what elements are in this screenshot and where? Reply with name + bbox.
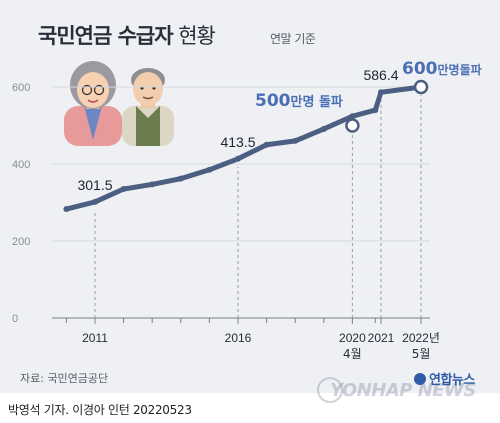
data-point [120,186,127,193]
data-label: 413.5 [220,134,255,150]
x-tick-sublabel: 5월 [412,347,431,361]
data-point [378,89,384,96]
title-suffix: 현황 [172,24,216,48]
milestone-label: 600만명돌파 [402,59,482,79]
title-main: 국민연금 수급자 [38,24,174,48]
x-tick-label: 2020 [339,331,366,345]
chart-subtitle: 연말 기준 [270,32,316,46]
data-label: 301.5 [77,177,112,193]
y-tick-label: 200 [12,236,30,248]
y-tick-label: 600 [12,82,30,94]
y-tick-label: 0 [12,313,18,325]
data-point [349,113,356,120]
line-chart: 0 200 400 600 2011 2016 2020 4월 2021 2022년 5월 301… [12,59,482,361]
x-tick-label: 2016 [225,331,252,345]
data-label: 586.4 [363,67,398,83]
milestone-label: 500만명 돌파 [255,91,343,111]
milestone-marker [413,79,429,95]
y-tick-label: 400 [12,159,30,171]
milestone-marker [345,118,360,133]
chart-title: 국민연금 수급자 현황 [38,20,216,50]
data-point [206,166,213,173]
data-point [320,125,327,132]
x-tick-label: 2021 [368,331,395,345]
data-point [63,206,70,213]
data-point [292,137,299,144]
series-line [63,84,424,212]
yonhap-logo-icon [414,373,426,385]
logo-text: 연합뉴스 [429,373,475,388]
data-point [92,198,98,205]
data-point [235,155,241,162]
x-tick-sublabel: 4월 [343,347,362,361]
credit-line: 박영석 기자. 이경아 인턴 20220523 [8,403,192,417]
watermark: YONHAP NEWS [330,380,476,401]
data-point [263,141,270,148]
data-point [372,107,379,114]
data-point [177,175,184,182]
source-note: 자료: 국민연금공단 [20,372,109,385]
x-tick-label: 2011 [82,331,108,345]
elderly-couple-illustration [64,61,174,146]
x-tick-label: 2022년 [402,331,440,345]
watermark-circle [317,377,343,403]
yonhap-logo: 연합뉴스 [414,369,475,388]
data-point [149,181,156,188]
